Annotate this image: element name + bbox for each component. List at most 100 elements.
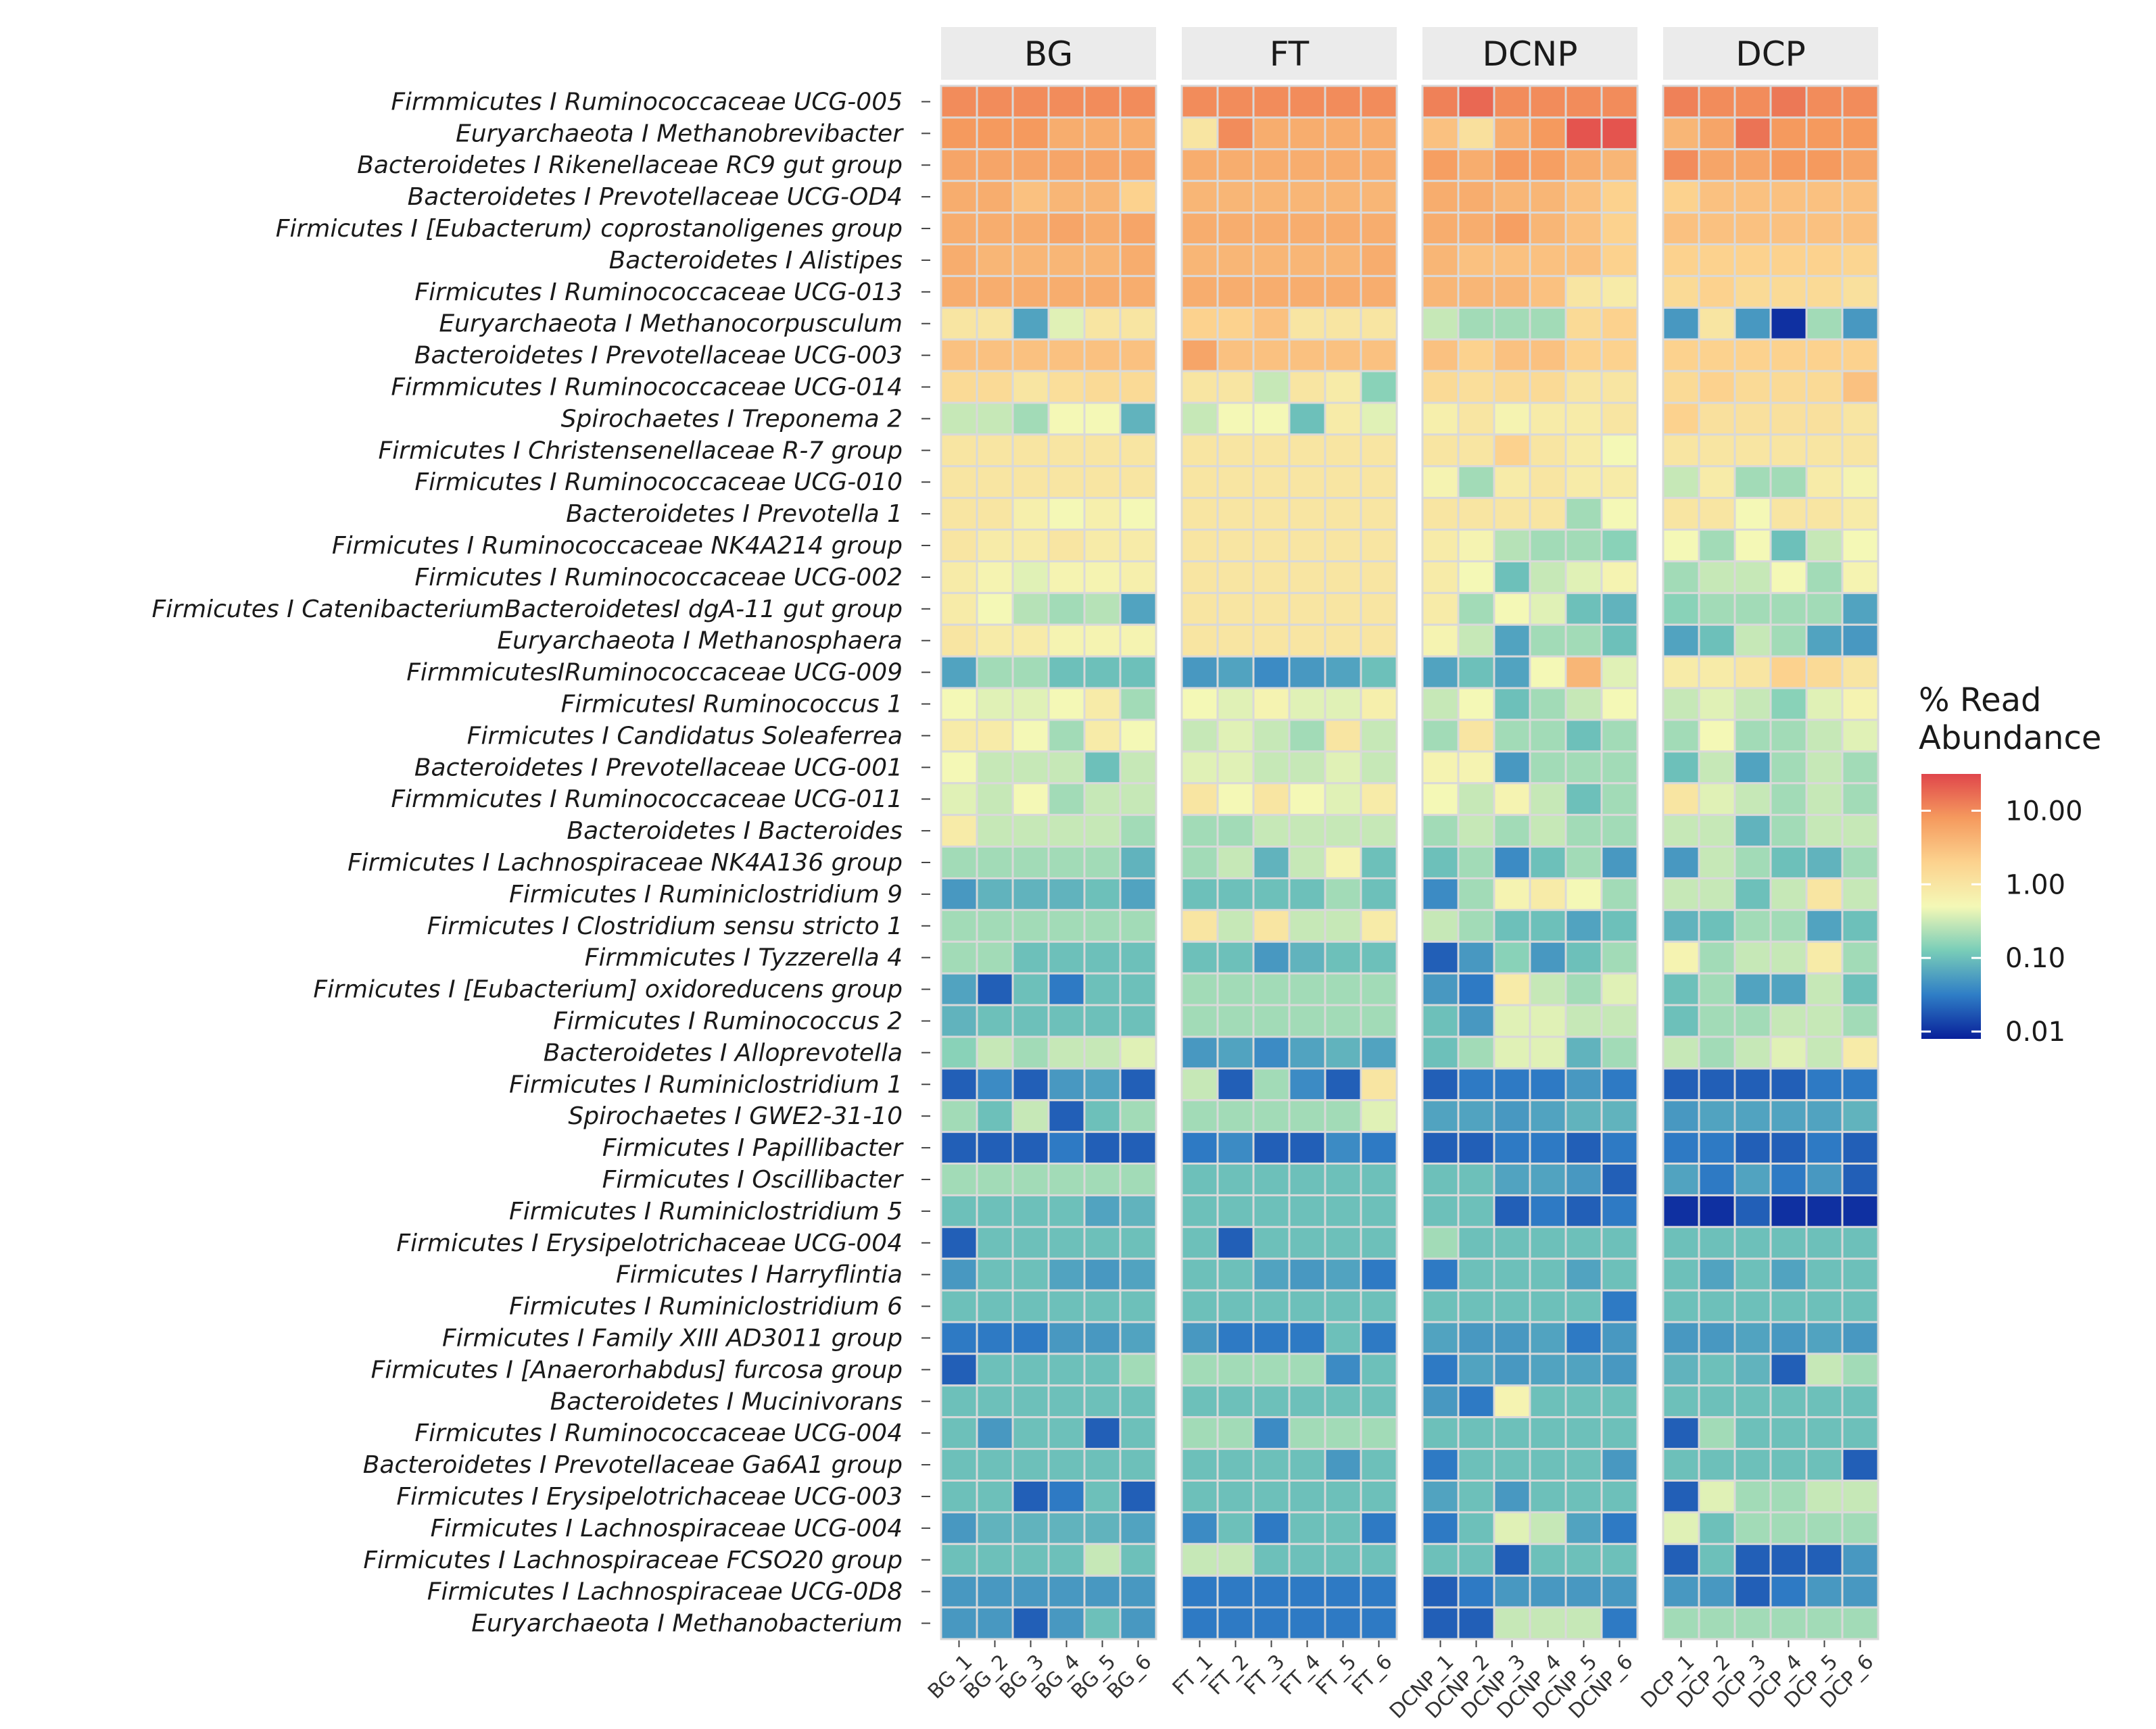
heatmap-cell [1011,623,1050,658]
heatmap-cell [976,972,1014,1006]
heatmap-cell [1083,1480,1122,1513]
heatmap-cell [1457,1131,1495,1165]
heatmap-cell [1360,243,1398,277]
heatmap-cell [1252,719,1291,753]
heatmap-cell [1324,1257,1362,1292]
heatmap-cell [1493,1257,1531,1292]
heatmap-cell [1360,1257,1398,1292]
heatmap-cell [1493,972,1531,1006]
heatmap-cell [1457,814,1495,848]
heatmap-cell [1011,1606,1050,1640]
heatmap-cell [1841,1289,1879,1323]
heatmap-cell [1493,529,1531,562]
heatmap-cell [1119,782,1157,817]
heatmap-cell [1564,401,1603,436]
heatmap-cell [1011,1574,1050,1609]
heatmap-cell [1252,623,1291,658]
heatmap-cell [1324,370,1362,404]
heatmap-cell [1011,465,1050,500]
heatmap-cell [1119,908,1157,943]
heatmap-cell [1841,497,1879,531]
heatmap-cell [1529,908,1567,943]
row-label: Bacteroidetes I Prevotellaceae Ga6A1 gro… [363,1451,903,1479]
heatmap-cell [1529,180,1567,214]
heatmap-cell [1011,1321,1050,1355]
heatmap-cell [1324,1067,1362,1102]
heatmap-cell [1769,1004,1808,1038]
heatmap-cell [1600,972,1639,1006]
heatmap-cell [1047,1163,1086,1196]
heatmap-cell [1733,1416,1772,1451]
heatmap-cell [1047,370,1086,404]
heatmap-cell [1180,1480,1219,1513]
heatmap-cell [940,1321,978,1355]
heatmap-cell [1011,1511,1050,1545]
heatmap-cell [1180,1606,1219,1640]
heatmap-cell [1493,1480,1531,1513]
heatmap-cell [1600,1384,1639,1419]
heatmap-cell [1457,1416,1495,1451]
heatmap-cell [1529,623,1567,658]
heatmap-cell [1457,1511,1495,1545]
heatmap-cell [1083,180,1122,214]
heatmap-cell [976,560,1014,594]
heatmap-cell [1252,591,1291,626]
heatmap-cell [1805,497,1844,531]
heatmap-cell [1805,1067,1844,1102]
heatmap-cell [1457,1194,1495,1228]
heatmap-cell [1600,719,1639,753]
heatmap-cell [1733,1163,1772,1196]
heatmap-cell [1252,84,1291,119]
heatmap-cell [1564,1289,1603,1323]
heatmap-cell [1252,908,1291,943]
heatmap-cell [1011,84,1050,119]
heatmap-cell [1769,497,1808,531]
heatmap-cell [976,1289,1014,1323]
heatmap-cell [1421,1163,1460,1196]
heatmap-cell [1047,1416,1086,1451]
heatmap-cell [1252,1480,1291,1513]
heatmap-cell [1047,1004,1086,1038]
heatmap-cell [976,1225,1014,1260]
heatmap-cell [1564,1131,1603,1165]
heatmap-cell [1529,433,1567,468]
row-label: Firmicutes I Harryflintia [616,1261,903,1289]
heatmap-cell [1288,497,1326,531]
row-label: Bacteroidetes I Alloprevotella [544,1039,903,1067]
row-label: Firmicutes I Ruminococcus 2 [553,1007,903,1035]
heatmap-cell [1083,560,1122,594]
heatmap-cell [1529,972,1567,1006]
heatmap-cell [1047,750,1086,785]
heatmap-cell [1600,370,1639,404]
heatmap-cell [1083,655,1122,689]
heatmap-cell [1662,401,1700,436]
heatmap-cell [1119,306,1157,341]
x-tick-label: FT_6 [1347,1650,1397,1700]
heatmap-cell [1083,84,1122,119]
heatmap-cell [1119,591,1157,626]
heatmap-cell [976,655,1014,689]
heatmap-cell [1769,1225,1808,1260]
heatmap-cell [1457,623,1495,658]
heatmap-cell [1252,1163,1291,1196]
heatmap-cell [1493,370,1531,404]
heatmap-cell [1769,1606,1808,1640]
heatmap-cell [1600,1099,1639,1134]
heatmap-cell [1288,877,1326,911]
heatmap-cell [1805,687,1844,721]
heatmap-cell [940,338,978,372]
heatmap-cell [1600,306,1639,341]
heatmap-cell [1047,1384,1086,1419]
heatmap-cell [1493,465,1531,500]
heatmap-cell [1529,1036,1567,1070]
heatmap-cell [1047,116,1086,151]
heatmap-cell [1698,1416,1736,1451]
heatmap-cell [1216,1194,1255,1228]
heatmap-cell [1216,1384,1255,1419]
heatmap-cell [1216,274,1255,309]
heatmap-cell [1733,782,1772,817]
heatmap-cell [1457,1384,1495,1419]
heatmap-cell [1529,877,1567,911]
heatmap-cell [1529,1353,1567,1387]
heatmap-cell [1011,1448,1050,1482]
